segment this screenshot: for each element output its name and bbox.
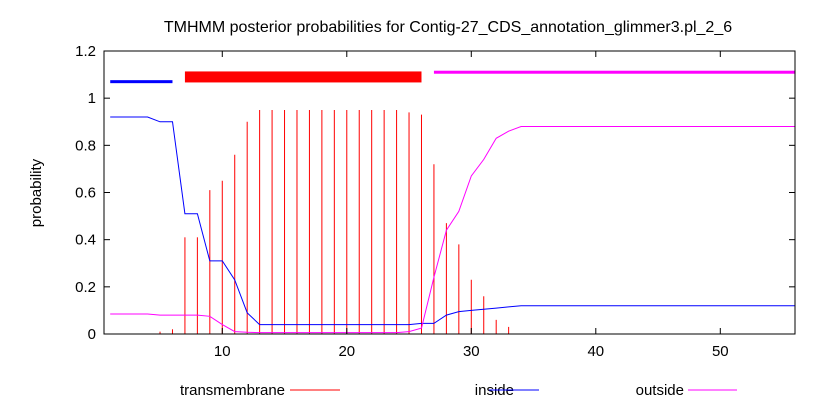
y-tick-label: 0.2 bbox=[75, 279, 96, 296]
y-tick-label: 0.4 bbox=[75, 232, 96, 249]
x-tick-label: 20 bbox=[338, 343, 355, 360]
x-tick-label: 30 bbox=[463, 343, 480, 360]
inside-line bbox=[110, 116, 795, 326]
y-axis-label: probability bbox=[28, 158, 45, 227]
axis-ticks: 0 0.2 0.4 0.6 0.8 1 1.2 10 20 30 40 50 bbox=[75, 43, 795, 360]
x-tick-label: 10 bbox=[214, 343, 231, 360]
y-tick-label: 1.2 bbox=[75, 43, 96, 60]
topology-bars bbox=[110, 70, 795, 84]
outside-line bbox=[110, 126, 795, 334]
x-tick-label: 50 bbox=[712, 343, 729, 360]
transmembrane-impulses bbox=[159, 109, 510, 334]
inside-topology-bar bbox=[110, 80, 173, 84]
transmembrane-topology-bar bbox=[184, 71, 422, 83]
chart-legend: transmembrane inside outside bbox=[180, 382, 737, 399]
plot-frame bbox=[103, 50, 796, 335]
y-tick-label: 0.8 bbox=[75, 137, 96, 154]
plot-border bbox=[103, 50, 796, 335]
y-tick-label: 1 bbox=[88, 90, 96, 107]
legend-label-transmembrane: transmembrane bbox=[180, 382, 285, 399]
legend-label-outside: outside bbox=[636, 382, 684, 399]
y-tick-label: 0 bbox=[88, 326, 96, 343]
x-tick-label: 40 bbox=[587, 343, 604, 360]
y-tick-label: 0.6 bbox=[75, 185, 96, 202]
outside-topology-bar bbox=[433, 70, 795, 74]
chart-title: TMHMM posterior probabilities for Contig… bbox=[164, 19, 732, 36]
probability-lines bbox=[110, 116, 795, 334]
